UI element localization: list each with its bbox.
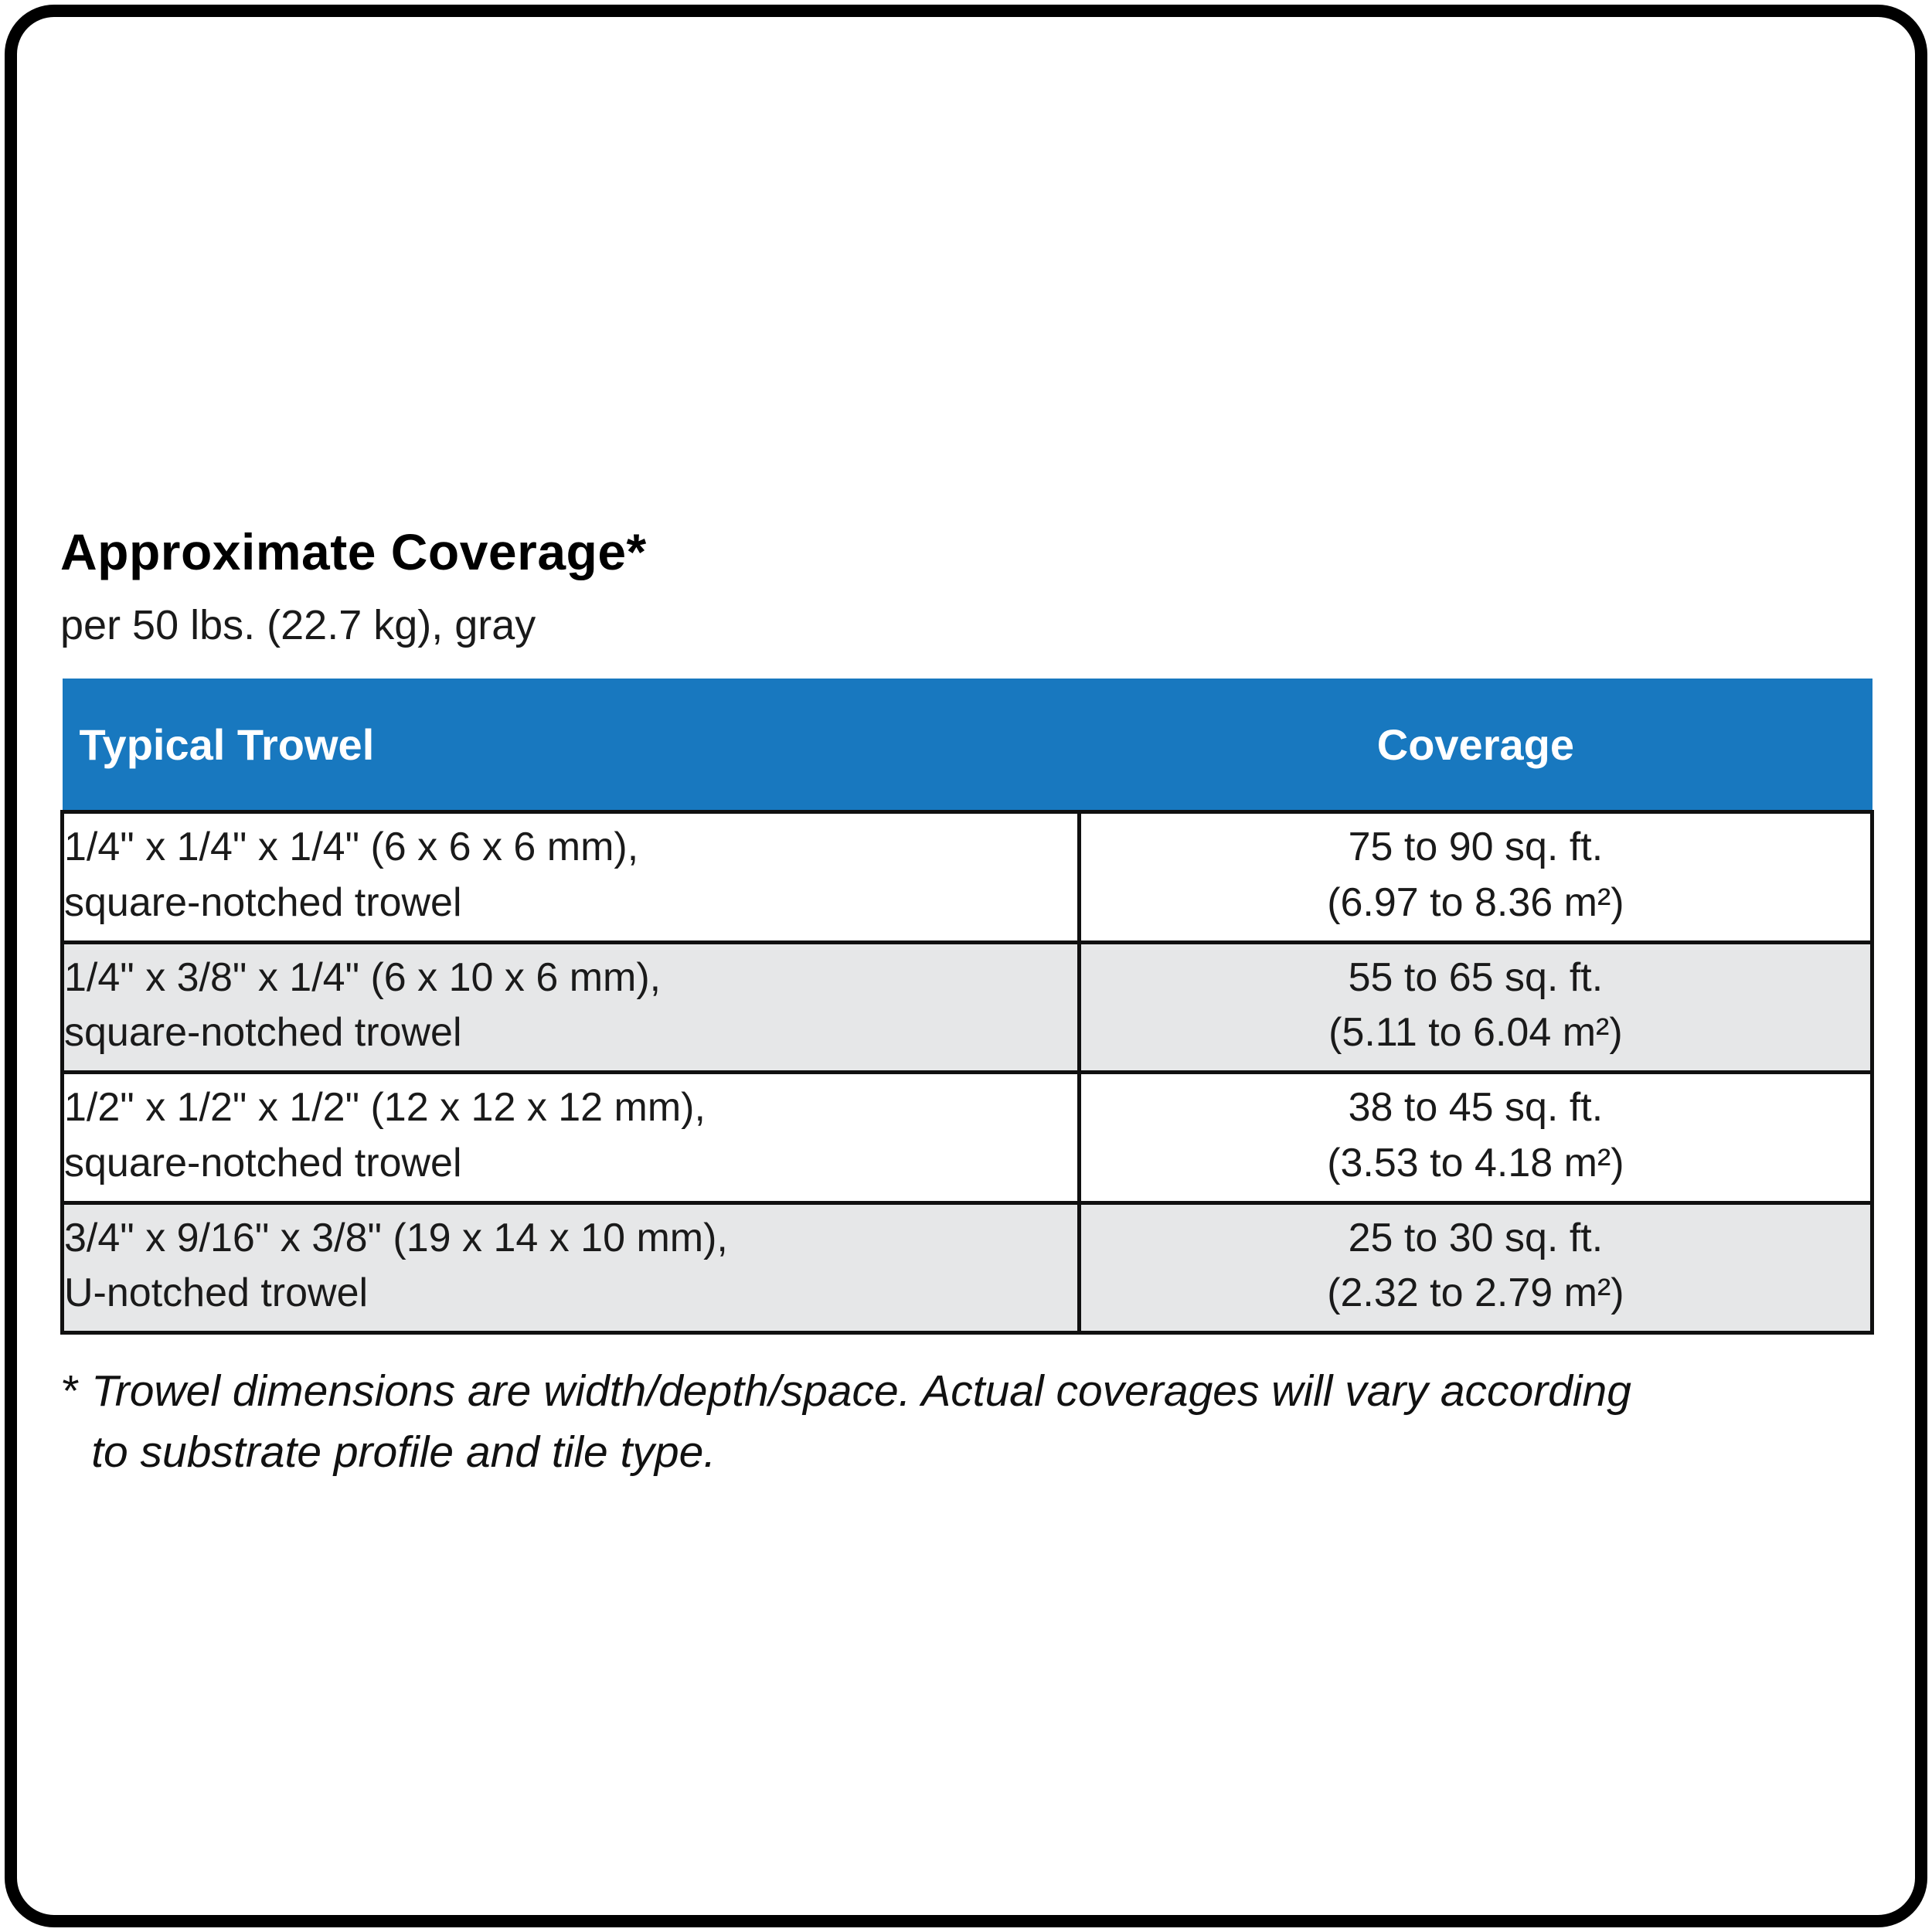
coverage-metric: (6.97 to 8.36 m²) [1327, 879, 1624, 925]
column-header-coverage: Coverage [1079, 679, 1872, 812]
trowel-type: square-notched trowel [64, 1140, 462, 1185]
trowel-size: 1/4" x 3/8" x 1/4" (6 x 10 x 6 mm), [64, 954, 662, 1000]
trowel-cell: 1/2" x 1/2" x 1/2" (12 x 12 x 12 mm), sq… [60, 1070, 1081, 1205]
table-row: 1/4" x 3/8" x 1/4" (6 x 10 x 6 mm), squa… [60, 940, 1875, 1074]
coverage-cell: 55 to 65 sq. ft. (5.11 to 6.04 m²) [1077, 940, 1875, 1074]
page-border [5, 5, 1927, 1927]
footnote-text: Trowel dimensions are width/depth/space.… [91, 1361, 1631, 1482]
coverage-imperial: 25 to 30 sq. ft. [1348, 1215, 1604, 1260]
coverage-section: Approximate Coverage* per 50 lbs. (22.7 … [60, 522, 1875, 1482]
footnote-asterisk: * [60, 1366, 78, 1416]
table-header-row: Typical Trowel Coverage [62, 679, 1872, 812]
coverage-cell: 38 to 45 sq. ft. (3.53 to 4.18 m²) [1077, 1070, 1875, 1205]
coverage-imperial: 75 to 90 sq. ft. [1348, 825, 1604, 869]
coverage-imperial: 55 to 65 sq. ft. [1348, 954, 1604, 1000]
table-body: 1/4" x 1/4" x 1/4" (6 x 6 x 6 mm), squar… [60, 810, 1875, 1335]
trowel-size: 1/2" x 1/2" x 1/2" (12 x 12 x 12 mm), [64, 1085, 706, 1130]
coverage-metric: (2.32 to 2.79 m²) [1327, 1270, 1624, 1316]
trowel-type: square-notched trowel [64, 1010, 462, 1056]
table-header: Typical Trowel Coverage [62, 679, 1872, 812]
table-row: 1/2" x 1/2" x 1/2" (12 x 12 x 12 mm), sq… [60, 1070, 1875, 1205]
coverage-metric: (5.11 to 6.04 m²) [1328, 1010, 1623, 1056]
table-row: 3/4" x 9/16" x 3/8" (19 x 14 x 10 mm), U… [60, 1200, 1875, 1335]
trowel-type: U-notched trowel [64, 1270, 369, 1316]
coverage-imperial: 38 to 45 sq. ft. [1348, 1085, 1604, 1130]
page-title: Approximate Coverage* [60, 523, 647, 580]
coverage-metric: (3.53 to 4.18 m²) [1327, 1140, 1624, 1185]
trowel-size: 3/4" x 9/16" x 3/8" (19 x 14 x 10 mm), [64, 1215, 728, 1260]
table-row: 1/4" x 1/4" x 1/4" (6 x 6 x 6 mm), squar… [60, 810, 1875, 944]
trowel-cell: 3/4" x 9/16" x 3/8" (19 x 14 x 10 mm), U… [60, 1200, 1081, 1335]
footnote: * Trowel dimensions are width/depth/spac… [60, 1361, 1874, 1482]
coverage-table: Typical Trowel Coverage 1/4" x 1/4" x 1/… [60, 679, 1875, 1335]
column-header-typical-trowel: Typical Trowel [62, 679, 1080, 812]
page-subtitle: per 50 lbs. (22.7 kg), gray [60, 602, 536, 648]
coverage-cell: 75 to 90 sq. ft. (6.97 to 8.36 m²) [1077, 810, 1875, 944]
trowel-cell: 1/4" x 3/8" x 1/4" (6 x 10 x 6 mm), squa… [60, 940, 1081, 1074]
footnote-line-1: Trowel dimensions are width/depth/space.… [91, 1366, 1631, 1416]
coverage-cell: 25 to 30 sq. ft. (2.32 to 2.79 m²) [1077, 1200, 1875, 1335]
footnote-line-2: to substrate profile and tile type. [91, 1427, 716, 1477]
trowel-size: 1/4" x 1/4" x 1/4" (6 x 6 x 6 mm), [64, 825, 639, 869]
trowel-cell: 1/4" x 1/4" x 1/4" (6 x 6 x 6 mm), squar… [60, 810, 1081, 944]
trowel-type: square-notched trowel [64, 879, 462, 925]
